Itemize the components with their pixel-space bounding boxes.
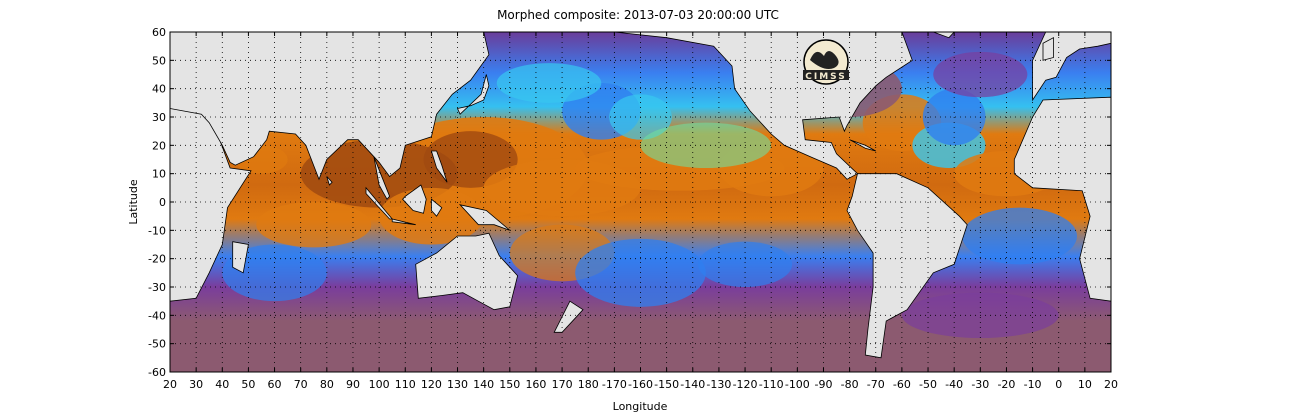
data-field xyxy=(170,32,1111,372)
moisture-region xyxy=(962,207,1078,265)
y-tick-label: 60 xyxy=(152,26,166,39)
land-mass xyxy=(846,173,968,359)
x-tick-label: 80 xyxy=(320,378,334,391)
x-tick-label: 10 xyxy=(1078,378,1092,391)
x-tick-label: 130 xyxy=(447,378,468,391)
land-mass xyxy=(170,32,490,181)
land-mass xyxy=(326,176,333,186)
x-tick-label: 120 xyxy=(421,378,442,391)
x-tick-label: 20 xyxy=(1104,378,1118,391)
moisture-region xyxy=(256,202,372,248)
x-tick-label: -130 xyxy=(706,378,731,391)
cimss-logo: CIMSS xyxy=(803,39,849,85)
moisture-region xyxy=(423,131,518,188)
x-tick-label: -60 xyxy=(893,378,911,391)
y-tick-label: -60 xyxy=(148,366,166,379)
x-tick-label: 20 xyxy=(163,378,177,391)
x-tick-label: 70 xyxy=(294,378,308,391)
y-tick-label: 30 xyxy=(152,111,166,124)
land-mass xyxy=(391,218,416,226)
x-tick-label: 110 xyxy=(395,378,416,391)
x-tick-label: 140 xyxy=(473,378,494,391)
x-tick-label: -70 xyxy=(867,378,885,391)
land-mass xyxy=(1013,96,1111,302)
x-tick-label: 160 xyxy=(525,378,546,391)
moisture-region xyxy=(496,63,602,103)
x-axis: 20 30 40 50 60 70 80 90 100 110 120 130 140 150 160 170… xyxy=(163,32,1118,391)
land-mass xyxy=(933,32,955,39)
land-mass xyxy=(456,74,490,115)
y-tick-label: 10 xyxy=(152,168,166,181)
y-tick-label: 0 xyxy=(159,196,166,209)
grid-lines xyxy=(170,32,1111,372)
x-tick-label: -120 xyxy=(733,378,758,391)
x-tick-label: 0 xyxy=(1055,378,1062,391)
moisture-region xyxy=(933,51,1028,98)
x-tick-label: -10 xyxy=(1024,378,1042,391)
y-tick-label: -30 xyxy=(148,281,166,294)
land-mass xyxy=(373,156,391,200)
x-tick-label: -150 xyxy=(654,378,679,391)
land-mass xyxy=(365,186,394,220)
x-tick-label: -20 xyxy=(997,378,1015,391)
x-tick-label: -100 xyxy=(785,378,810,391)
x-tick-label: -160 xyxy=(628,378,653,391)
y-tick-label: -10 xyxy=(148,224,166,237)
x-tick-label: -40 xyxy=(945,378,963,391)
x-tick-label: -140 xyxy=(680,378,705,391)
y-tick-label: -40 xyxy=(148,309,166,322)
land-mass xyxy=(553,300,584,333)
x-tick-label: 60 xyxy=(268,378,282,391)
land-mass xyxy=(430,150,448,183)
x-tick-label: 30 xyxy=(189,378,203,391)
x-tick-label: 170 xyxy=(552,378,573,391)
land-mass xyxy=(415,232,519,311)
plot-title: Morphed composite: 2013-07-03 20:00:00 U… xyxy=(497,8,779,22)
x-tick-label: 180 xyxy=(578,378,599,391)
y-tick-label: -20 xyxy=(148,253,166,266)
x-tick-label: -110 xyxy=(759,378,784,391)
y-tick-label: -50 xyxy=(148,338,166,351)
x-tick-label: 100 xyxy=(369,378,390,391)
land-mass xyxy=(431,198,443,217)
land-mass xyxy=(232,241,249,274)
y-tick-label: 20 xyxy=(152,139,166,152)
land-mass xyxy=(1042,37,1054,61)
x-tick-label: -30 xyxy=(971,378,989,391)
y-axis-label: Latitude xyxy=(127,179,140,225)
x-tick-label: -50 xyxy=(919,378,937,391)
x-tick-label: 150 xyxy=(499,378,520,391)
y-tick-label: 50 xyxy=(152,54,166,67)
x-tick-label: -170 xyxy=(602,378,627,391)
x-tick-label: -90 xyxy=(814,378,832,391)
x-tick-label: 90 xyxy=(346,378,360,391)
x-axis-label: Longitude xyxy=(613,400,668,413)
x-tick-label: -80 xyxy=(841,378,859,391)
x-tick-label: 50 xyxy=(241,378,255,391)
y-axis: 60 50 40 30 20 10 0 -10 -20 -30 -40 -50 -60 xyxy=(148,26,1111,379)
moisture-region xyxy=(698,241,793,287)
logo-text: CIMSS xyxy=(805,72,846,82)
y-tick-label: 40 xyxy=(152,83,166,96)
x-tick-label: 40 xyxy=(215,378,229,391)
land-mass xyxy=(402,184,427,214)
land-mass xyxy=(458,204,511,231)
